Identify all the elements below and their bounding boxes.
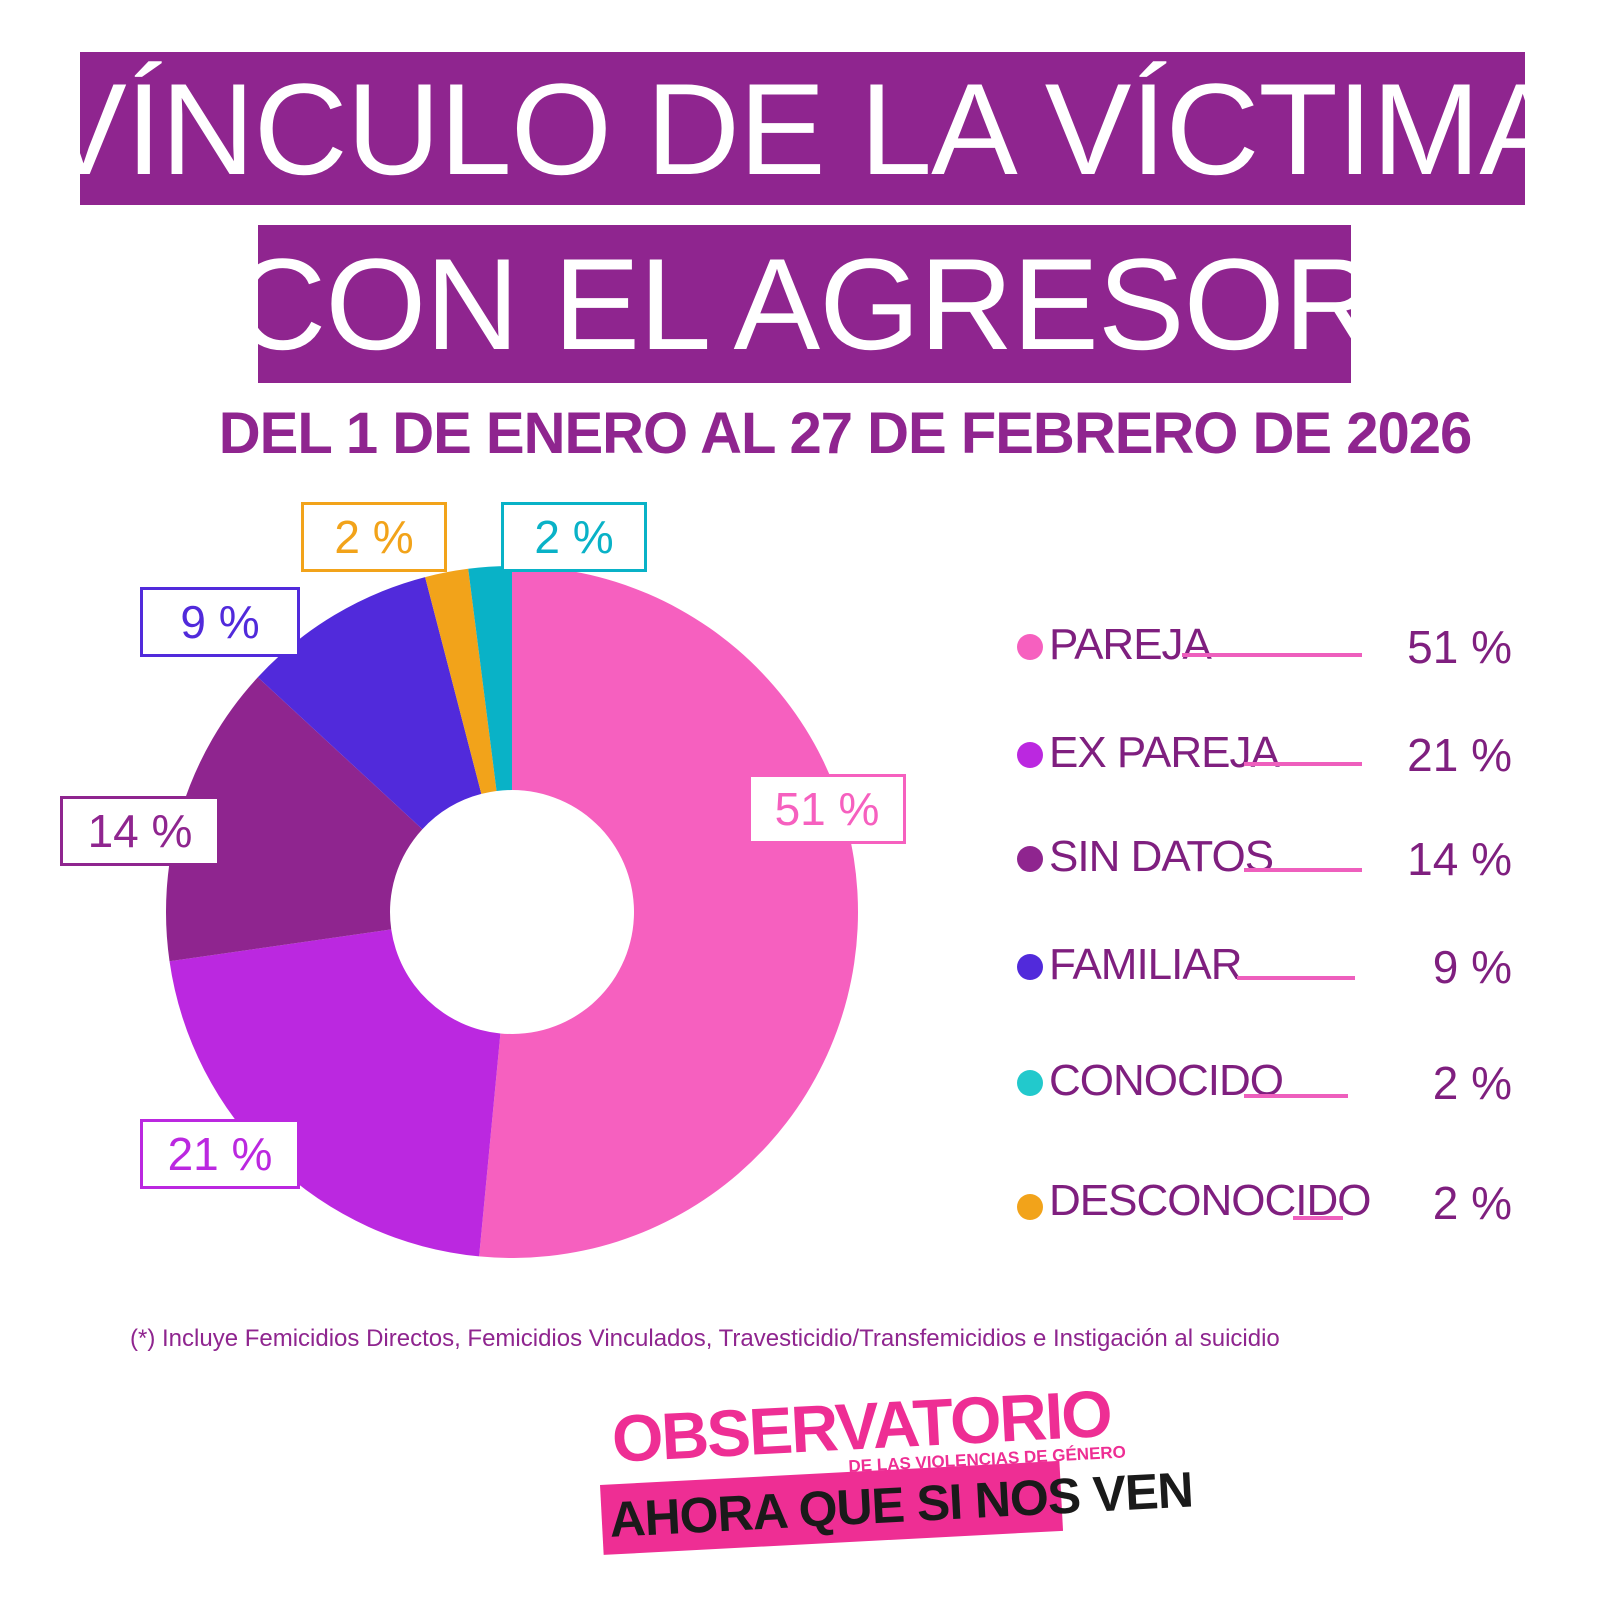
callout-ex-pareja: 21 % [140,1119,300,1189]
data-label-desconocido: 2 % [334,511,414,563]
legend-item-sin-datos: SIN DATOS 14 % [1012,832,1512,885]
title-line1: VÍNCULO DE LA VÍCTIMA [40,55,1566,202]
legend-leader-line [1182,653,1362,657]
data-label-sin-datos: 14 % [87,805,193,857]
legend-dot-icon [1017,1194,1043,1220]
callout-desconocido: 2 % [301,502,447,572]
legend-label: SIN DATOS [1049,832,1274,881]
legend-dot-icon [1017,1070,1043,1096]
legend-leader-line [1293,1216,1343,1220]
slice-ex-pareja [169,929,501,1257]
slice-conocido [468,566,512,791]
donut-chart [166,566,858,1258]
legend-leader-line [1237,976,1355,980]
legend-dot-icon [1017,742,1043,768]
legend-dot-icon [1017,954,1043,980]
legend-item-desconocido: DESCONOCIDO 2 % [1012,1176,1512,1229]
legend-value: 2 % [1432,1177,1512,1229]
legend-dot-icon [1017,846,1043,872]
date-range-subtitle: DEL 1 DE ENERO AL 27 DE FEBRERO DE 2026 [218,401,1472,466]
legend-item-familiar: FAMILIAR 9 % [1012,940,1512,993]
legend-value: 9 % [1432,941,1512,993]
legend-leader-line [1244,762,1362,766]
legend-leader-line [1244,868,1362,872]
title-banner-line1: VÍNCULO DE LA VÍCTIMA [40,52,1566,205]
legend-value: 2 % [1432,1057,1512,1109]
observatorio-logo: OBSERVATORIO DE LAS VIOLENCIAS DE GÉNERO… [600,1376,1194,1575]
legend-label: FAMILIAR [1049,940,1242,989]
footnote: (*) Incluye Femicidios Directos, Femicid… [130,1325,1280,1352]
data-label-conocido: 2 % [534,511,614,563]
legend-item-pareja: PAREJA 51 % [1012,620,1512,673]
callout-conocido: 2 % [501,502,647,572]
slice-sin-datos [166,677,423,962]
slice-desconocido [425,568,497,794]
legend-label: PAREJA [1049,620,1212,669]
title-banner-line2: CON EL AGRESOR [232,225,1378,383]
callout-pareja: 51 % [748,774,906,844]
data-label-ex-pareja: 21 % [167,1128,273,1180]
data-label-pareja: 51 % [774,783,880,835]
legend-label: CONOCIDO [1049,1056,1284,1105]
data-label-familiar: 9 % [180,596,260,648]
callout-familiar: 9 % [140,587,300,657]
legend-value: 21 % [1407,729,1512,781]
legend-item-conocido: CONOCIDO 2 % [1012,1056,1512,1109]
slice-pareja [479,566,858,1258]
legend-leader-line [1244,1094,1348,1098]
legend-dot-icon [1017,634,1043,660]
legend-item-ex-pareja: EX PAREJA 21 % [1012,728,1512,781]
callout-sin-datos: 14 % [60,796,220,866]
slice-familiar [257,577,482,830]
legend-value: 14 % [1407,833,1512,885]
legend-value: 51 % [1407,621,1512,673]
legend-label: EX PAREJA [1049,728,1280,777]
title-line2: CON EL AGRESOR [232,231,1377,377]
